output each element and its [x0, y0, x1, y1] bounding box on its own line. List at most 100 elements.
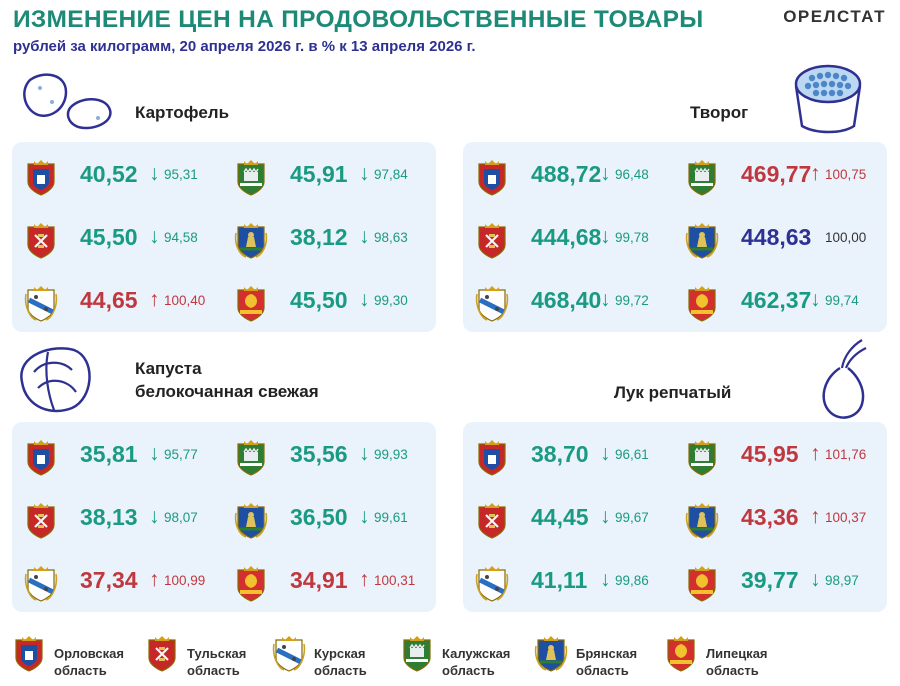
potato-icon [23, 73, 112, 130]
orel-coat-of-arms-icon [478, 440, 506, 476]
trend-arrow-up-icon: ↑ [359, 568, 370, 591]
page-subtitle: рублей за килограмм, 20 апреля 2026 г. в… [13, 38, 476, 55]
trend-arrow-down-icon: ↓ [359, 225, 370, 248]
percent-change: 98,07 [164, 510, 198, 525]
kursk-coat-of-arms-icon [24, 566, 58, 602]
price-value: 39,77 [741, 567, 799, 593]
legend-label: Курская область [314, 646, 367, 678]
price-cell-tula: 45,50 ↓ 94,58 [24, 213, 234, 263]
trend-arrow-up-icon: ↑ [149, 568, 160, 591]
trend-arrow-up-icon: ↑ [810, 505, 821, 528]
price-cell-bryansk: 43,36 ↑ 100,37 [685, 493, 895, 543]
tula-coat-of-arms-icon [27, 503, 55, 539]
price-value: 44,45 [531, 504, 589, 530]
percent-change: 96,48 [615, 167, 649, 182]
price-value: 38,12 [290, 224, 348, 250]
trend-arrow-down-icon: ↓ [359, 162, 370, 185]
price-cell-kursk: 37,34 ↑ 100,99 [24, 556, 234, 606]
percent-change: 100,40 [164, 293, 206, 308]
price-value: 40,52 [80, 161, 138, 187]
price-value: 45,95 [741, 441, 799, 467]
price-panel-cabbage: 35,81 ↓ 95,77 35,56 ↓ 99,93 38,13 ↓ 98,07 36,50 ↓ 9… [12, 422, 436, 612]
price-cell-lipetsk: 462,37 ↓ 99,74 [685, 276, 895, 326]
price-value: 462,37 [741, 287, 812, 313]
trend-arrow-down-icon: ↓ [600, 568, 611, 591]
price-cell-kaluga: 45,95 ↑ 101,76 [685, 430, 895, 480]
price-cell-orel: 38,70 ↓ 96,61 [475, 430, 685, 480]
tula-coat-of-arms-icon [478, 223, 506, 259]
legend-label: Брянская область [576, 646, 638, 678]
percent-change: 99,67 [615, 510, 649, 525]
percent-change: 100,31 [374, 573, 416, 588]
trend-arrow-down-icon: ↓ [810, 568, 821, 591]
section-title-onion: Лук репчатый [614, 383, 732, 402]
kursk-coat-of-arms-icon [475, 566, 509, 602]
trend-arrow-up-icon: ↑ [810, 162, 821, 185]
price-panel-onion: 38,70 ↓ 96,61 45,95 ↑ 101,76 44,45 ↓ 99,67 43,36 ↑… [463, 422, 887, 612]
lipetsk-coat-of-arms-icon [237, 566, 265, 602]
price-value: 35,56 [290, 441, 348, 467]
trend-arrow-up-icon: ↑ [149, 288, 160, 311]
price-cell-kaluga: 35,56 ↓ 99,93 [234, 430, 444, 480]
price-value: 45,91 [290, 161, 348, 187]
percent-change: 99,30 [374, 293, 408, 308]
price-value: 45,50 [290, 287, 348, 313]
orel-coat-of-arms-icon [15, 636, 43, 672]
onion-icon [822, 339, 867, 419]
trend-arrow-up-icon: ↑ [810, 442, 821, 465]
legend-label: Калужская область [442, 646, 511, 678]
percent-change: 100,75 [825, 167, 867, 182]
percent-change: 95,31 [164, 167, 198, 182]
legend-label: Липецкая область [706, 646, 768, 678]
price-cell-kaluga: 45,91 ↓ 97,84 [234, 150, 444, 200]
lipetsk-coat-of-arms-icon [667, 636, 695, 672]
tula-coat-of-arms-icon [478, 503, 506, 539]
lipetsk-coat-of-arms-icon [688, 286, 716, 322]
percent-change: 99,86 [615, 573, 649, 588]
price-value: 38,13 [80, 504, 138, 530]
kaluga-coat-of-arms-icon [403, 636, 431, 672]
price-panel-potato: 40,52 ↓ 95,31 45,91 ↓ 97,84 45,50 ↓ 94,58 38,12 ↓ 9… [12, 142, 436, 332]
price-panel-cottage-cheese: 488,72 ↓ 96,48 469,77 ↑ 100,75 444,68 ↓ 99,78 448… [463, 142, 887, 332]
percent-change: 100,00 [825, 230, 867, 245]
percent-change: 101,76 [825, 447, 867, 462]
section-title-potato: Картофель [135, 103, 230, 122]
price-cell-lipetsk: 45,50 ↓ 99,30 [234, 276, 444, 326]
price-value: 448,63 [741, 224, 812, 250]
price-cell-kaluga: 469,77 ↑ 100,75 [685, 150, 895, 200]
cabbage-icon [20, 347, 91, 413]
region-legend: Орловская область Тульская область Курская об… [0, 624, 900, 686]
trend-arrow-down-icon: ↓ [600, 162, 611, 185]
price-cell-kursk: 44,65 ↑ 100,40 [24, 276, 234, 326]
kaluga-coat-of-arms-icon [237, 440, 265, 476]
price-cell-bryansk: 36,50 ↓ 99,61 [234, 493, 444, 543]
orel-coat-of-arms-icon [27, 440, 55, 476]
price-value: 469,77 [741, 161, 812, 187]
percent-change: 100,37 [825, 510, 867, 525]
price-cell-orel: 40,52 ↓ 95,31 [24, 150, 234, 200]
percent-change: 94,58 [164, 230, 198, 245]
bryansk-coat-of-arms-icon [685, 223, 719, 259]
bryansk-coat-of-arms-icon [534, 636, 568, 672]
legend-label: Тульская область [187, 646, 247, 678]
page-title: ИЗМЕНЕНИЕ ЦЕН НА ПРОДОВОЛЬСТВЕННЫЕ ТОВАР… [13, 6, 704, 33]
price-value: 41,11 [531, 567, 588, 593]
tula-coat-of-arms-icon [27, 223, 55, 259]
kursk-coat-of-arms-icon [272, 636, 306, 672]
percent-change: 98,97 [825, 573, 859, 588]
orel-coat-of-arms-icon [27, 160, 55, 196]
trend-arrow-down-icon: ↓ [359, 288, 370, 311]
price-value: 37,34 [80, 567, 138, 593]
percent-change: 99,74 [825, 293, 859, 308]
bryansk-coat-of-arms-icon [234, 503, 268, 539]
trend-arrow-down-icon: ↓ [600, 442, 611, 465]
percent-change: 97,84 [374, 167, 408, 182]
kursk-coat-of-arms-icon [475, 286, 509, 322]
trend-arrow-down-icon: ↓ [600, 225, 611, 248]
trend-arrow-down-icon: ↓ [149, 225, 160, 248]
trend-arrow-down-icon: ↓ [359, 505, 370, 528]
price-value: 38,70 [531, 441, 589, 467]
price-value: 45,50 [80, 224, 138, 250]
bryansk-coat-of-arms-icon [234, 223, 268, 259]
percent-change: 99,78 [615, 230, 649, 245]
